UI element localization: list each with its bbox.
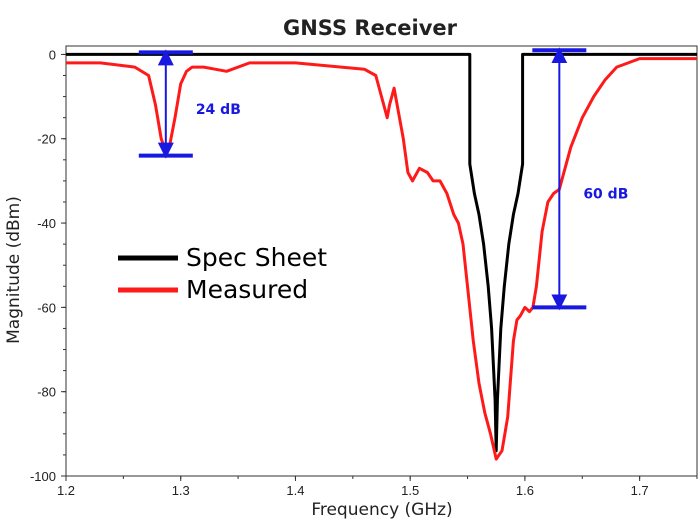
y-tick-label: -20 <box>37 132 56 147</box>
y-tick-label: 0 <box>49 47 56 62</box>
legend-label-measured: Measured <box>186 275 308 304</box>
plot-area <box>65 45 698 477</box>
y-axis-label: Magnitude (dBm) <box>4 196 24 344</box>
x-tick-label: 1.7 <box>631 483 649 498</box>
series-group <box>66 52 697 461</box>
legend-label-spec-sheet: Spec Sheet <box>186 243 327 272</box>
chart-title: GNSS Receiver <box>283 16 458 40</box>
y-tick-label: -80 <box>37 385 56 400</box>
annotation-label: 60 dB <box>583 187 628 203</box>
x-tick-label: 1.4 <box>286 483 304 498</box>
annotations: 24 dB 60 dB <box>138 47 628 311</box>
x-axis-label: Frequency (GHz) <box>311 500 452 519</box>
y-tick-label: -60 <box>37 300 56 315</box>
x-tick-label: 1.3 <box>172 483 190 498</box>
chart-legend: Spec Sheet Measured <box>118 243 327 304</box>
annotation-label: 24 dB <box>196 102 241 118</box>
x-tick-label: 1.5 <box>401 483 419 498</box>
y-tick-label: -40 <box>37 216 56 231</box>
y-tick-label: -100 <box>30 469 56 484</box>
series-line-spec-sheet <box>66 52 697 453</box>
plot-frame <box>65 45 698 477</box>
series-line-measured <box>66 57 697 461</box>
y-axis-ticks: 0 -20 -40 -60 -80 -100 <box>30 47 66 484</box>
x-axis-ticks: 1.2 1.3 1.4 1.5 1.6 1.7 <box>57 476 698 498</box>
x-tick-label: 1.2 <box>57 483 75 498</box>
x-tick-label: 1.6 <box>516 483 534 498</box>
